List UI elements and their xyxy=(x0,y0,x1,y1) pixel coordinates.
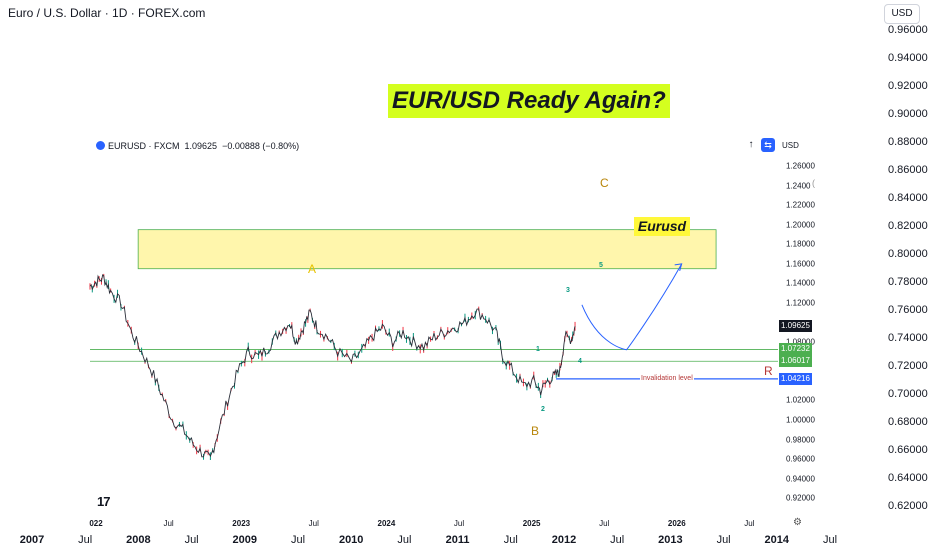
wave-2-label: 2 xyxy=(541,406,545,413)
outer-y-tick: 0.74000 xyxy=(888,332,928,344)
outer-x-tick: 2013 xyxy=(658,534,683,546)
inner-x-tick: 2023 xyxy=(232,519,251,528)
inner-x-tick: Jul xyxy=(308,519,319,528)
inner-x-tick: Jul xyxy=(453,519,465,528)
invalidation-label: Invalidation level xyxy=(640,375,694,382)
outer-x-tick: 2007 xyxy=(19,534,45,546)
inner-legend: EURUSD · FXCM 1.09625 −0.00888 (−0.80%) xyxy=(96,141,299,151)
gear-icon[interactable]: ⚙ xyxy=(793,517,802,528)
resistance-zone xyxy=(137,229,717,270)
wave-a-label: A xyxy=(308,262,317,276)
inner-y-tick: 1.08000 xyxy=(786,337,815,347)
outer-x-tick: 2011 xyxy=(445,534,470,546)
legend-last: 1.09625 xyxy=(184,141,218,151)
outer-y-tick: 0.84000 xyxy=(888,192,928,204)
outer-y-tick: 0.80000 xyxy=(888,248,928,260)
headline-banner: EUR/USD Ready Again? xyxy=(388,84,670,118)
chart-title: Euro / U.S. Dollar · 1D · FOREX.com xyxy=(8,6,206,20)
outer-x-tick: 2008 xyxy=(126,534,151,546)
inner-currency-label[interactable]: USD xyxy=(782,141,799,150)
inner-x-tick: 2026 xyxy=(667,519,686,528)
outer-y-tick: 0.62000 xyxy=(888,500,928,512)
outer-x-tick: Jul xyxy=(184,534,199,546)
outer-x-tick: Jul xyxy=(610,534,625,546)
price-badge: 1.04216 xyxy=(779,372,812,385)
outer-y-tick: 0.96000 xyxy=(888,24,928,36)
price-badge: 1.07232 xyxy=(779,343,812,356)
inner-y-tick: 1.16000 xyxy=(786,259,815,269)
scale-handle-icon[interactable]: ( xyxy=(812,178,815,188)
outer-y-tick: 0.66000 xyxy=(888,444,928,456)
inner-y-tick: 0.94000 xyxy=(786,474,815,484)
outer-y-tick: 0.78000 xyxy=(888,276,928,288)
outer-r-label: R xyxy=(764,364,773,378)
outer-x-tick: Jul xyxy=(716,534,731,546)
inner-y-tick: 1.26000 xyxy=(786,161,815,171)
inner-y-tick: 1.14000 xyxy=(786,278,815,288)
outer-x-tick: 2014 xyxy=(764,534,790,546)
inner-y-tick: 0.92000 xyxy=(786,493,815,503)
outer-x-tick: Jul xyxy=(397,534,412,546)
inner-y-tick: 1.12000 xyxy=(786,298,815,308)
swap-icon[interactable]: ⇆ xyxy=(761,138,775,152)
inner-x-tick: 022 xyxy=(89,519,103,528)
inner-x-tick: Jul xyxy=(744,519,755,528)
outer-x-tick: 2010 xyxy=(338,534,364,546)
projection-arrowhead xyxy=(674,263,683,271)
inner-y-tick: 0.98000 xyxy=(786,435,815,445)
wave-4-label: 4 xyxy=(578,358,582,365)
inner-y-tick: 1.20000 xyxy=(786,220,815,230)
outer-y-tick: 0.82000 xyxy=(888,220,928,232)
tradingview-logo: 17 xyxy=(97,494,111,509)
outer-x-tick: 2009 xyxy=(232,534,258,546)
legend-symbol: EURUSD · FXCM xyxy=(108,141,180,151)
outer-y-tick: 0.86000 xyxy=(888,164,928,176)
projection-path xyxy=(581,263,683,351)
outer-x-tick: Jul xyxy=(78,534,93,546)
outer-x-tick: 2012 xyxy=(551,534,577,546)
wave-c-label: C xyxy=(600,176,609,190)
outer-y-tick: 0.88000 xyxy=(888,136,928,148)
outer-y-tick: 0.70000 xyxy=(888,388,928,400)
wave-b-label: B xyxy=(531,424,540,438)
wave-3-label: 3 xyxy=(566,287,570,294)
inner-y-tick: 1.00000 xyxy=(786,415,815,425)
outer-y-tick: 0.64000 xyxy=(888,472,928,484)
price-badge: 1.09625 xyxy=(779,320,812,333)
arrow-up-icon[interactable]: ↑ xyxy=(748,139,754,150)
outer-y-tick: 0.76000 xyxy=(888,304,928,316)
outer-x-tick: Jul xyxy=(822,534,838,546)
inner-y-tick: 1.22000 xyxy=(786,200,815,210)
outer-y-tick: 0.72000 xyxy=(888,360,928,372)
inner-x-tick: Jul xyxy=(163,519,174,528)
eurusd-label: Eurusd xyxy=(634,217,690,236)
inner-x-tick: Jul xyxy=(599,519,610,528)
inner-y-tick: 1.02000 xyxy=(786,395,815,405)
symbol-logo-icon xyxy=(96,141,105,150)
legend-change: −0.00888 (−0.80%) xyxy=(222,141,300,151)
inner-y-tick: 1.18000 xyxy=(786,239,815,249)
wave-5-label: 5 xyxy=(599,262,603,269)
currency-button[interactable]: USD xyxy=(884,4,920,24)
wave-1-label: 1 xyxy=(536,346,540,353)
inner-x-tick: 2024 xyxy=(377,519,396,528)
inner-y-tick: 0.96000 xyxy=(786,454,815,464)
outer-x-tick: Jul xyxy=(503,534,518,546)
outer-x-tick: Jul xyxy=(290,534,306,546)
inner-y-tick: 1.2400 xyxy=(786,181,811,191)
price-line xyxy=(89,274,576,458)
outer-y-tick: 0.68000 xyxy=(888,416,928,428)
outer-y-tick: 0.90000 xyxy=(888,108,928,120)
outer-y-tick: 0.92000 xyxy=(888,80,928,92)
outer-y-tick: 0.94000 xyxy=(888,52,928,64)
inner-x-tick: 2025 xyxy=(522,519,541,528)
price-badge: 1.06017 xyxy=(779,355,812,368)
